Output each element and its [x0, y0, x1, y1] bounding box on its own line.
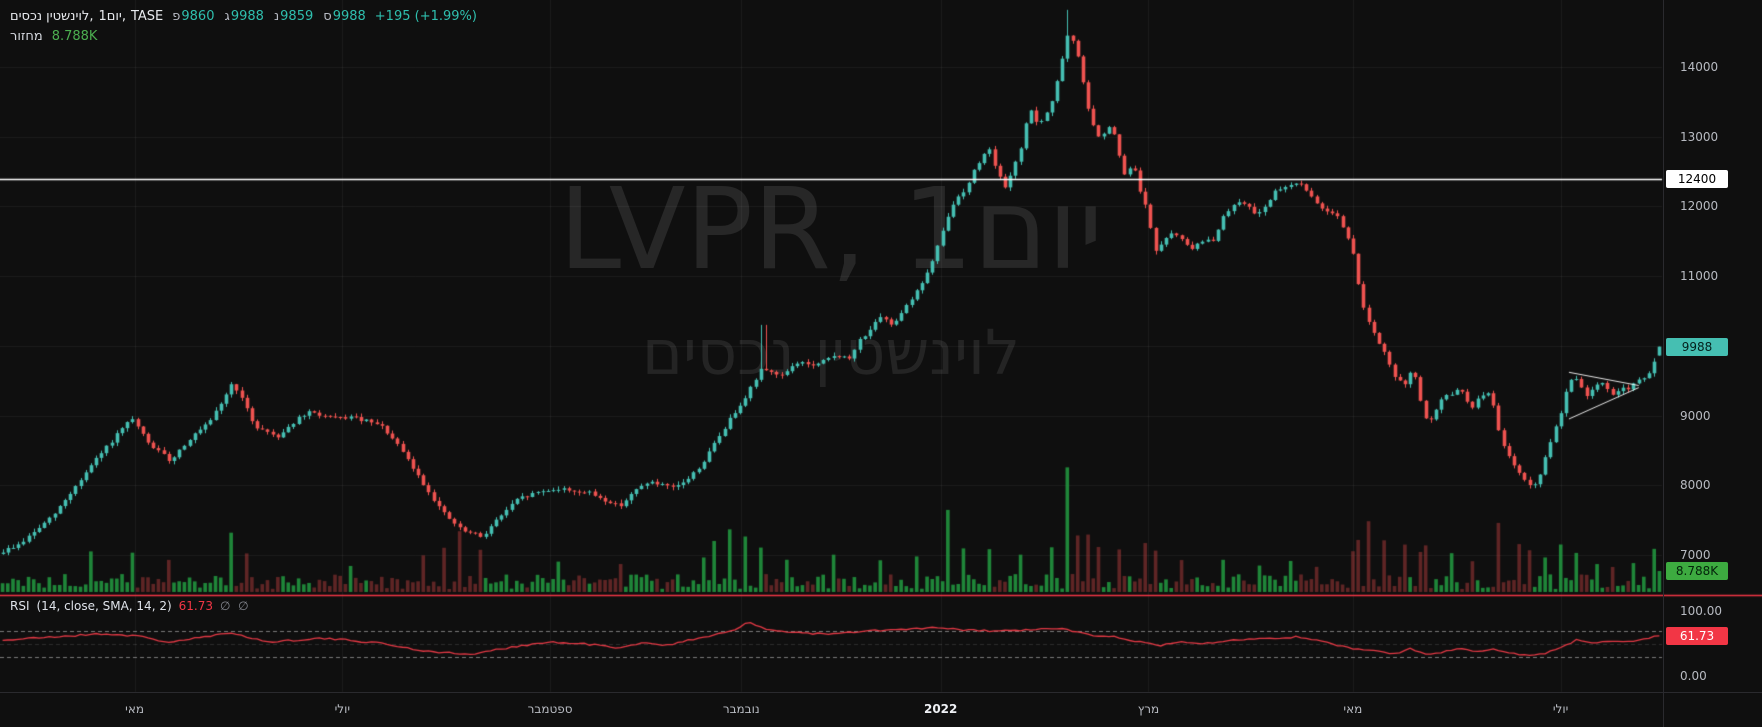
ohlc-letter: ג [224, 9, 230, 24]
symbol-title-part: 1יום, [98, 9, 126, 24]
symbol-legend-row: לוינשטין נכסים, 1יום, TASE פ 9860 ג 9988 נ 9859… [10, 7, 477, 27]
time-axis-label: נובמבר [722, 702, 760, 716]
ohlc-value: 9859 [280, 9, 314, 24]
volume-legend-row: מחזור 8.788K [10, 27, 477, 47]
symbol-legend[interactable]: לוינשטין נכסים, 1יום, TASE פ 9860 ג 9988 נ 9859… [10, 7, 477, 47]
ohlc-letter: ס [323, 9, 332, 24]
time-axis-label: מאי [125, 702, 145, 716]
ohlc-value: 9860 [181, 9, 215, 24]
time-axis[interactable]: מאי יולי ספטמבר נובמבר 2022 מרץ מאי יולי [0, 692, 1762, 727]
rsi-scale-top-label: 100.00 [1680, 604, 1722, 618]
volume-indicator-value: 8.788K [51, 29, 98, 44]
symbol-title-part: TASE [130, 9, 164, 24]
time-axis-label: מרץ [1137, 702, 1160, 716]
price-scale[interactable]: 100.00 0.00 12400 9988 8.788K 61.73 1400… [1663, 0, 1762, 727]
ohlc-pair: ג 9988 [224, 7, 263, 27]
ohlc-values: פ 9860 ג 9988 נ 9859 ס 9988 [172, 7, 366, 27]
price-tick-label: 8000 [1680, 478, 1711, 493]
ohlc-value: 9988 [332, 9, 366, 24]
ohlc-value: 9988 [230, 9, 264, 24]
ohlc-letter: פ [172, 9, 181, 24]
time-axis-label: 2022 [923, 702, 958, 716]
price-tick-label: 13000 [1680, 129, 1719, 144]
price-tick-label: 7000 [1680, 547, 1711, 562]
ohlc-pair: ס 9988 [323, 7, 366, 27]
price-tick-label: 12000 [1680, 199, 1719, 214]
rsi-scale-bottom-label: 0.00 [1680, 669, 1707, 683]
price-tick-label: 14000 [1680, 60, 1719, 74]
time-axis-label: ספטמבר [527, 702, 573, 716]
rsi-indicator-value: 61.73 [178, 599, 213, 613]
time-axis-label: יולי [334, 702, 351, 716]
time-axis-label: מאי [1343, 702, 1363, 716]
ohlc-pair: פ 9860 [172, 7, 214, 27]
symbol-title-part: לוינשטין נכסים, [10, 9, 94, 24]
volume-badge: 8.788K [1666, 562, 1728, 580]
rsi-indicator-title: RSI [10, 599, 30, 613]
price-tick-label: 11000 [1680, 269, 1719, 284]
ohlc-letter: נ [273, 9, 280, 24]
rsi-badge: 61.73 [1666, 626, 1728, 645]
time-axis-label: יולי [1552, 702, 1569, 716]
symbol-title: לוינשטין נכסים, 1יום, TASE [10, 7, 163, 27]
price-tick-label: 9000 [1680, 408, 1711, 423]
rsi-empty-value-icons: ∅ ∅ [220, 599, 249, 613]
ohlc-pair: נ 9859 [274, 7, 313, 27]
last-price-badge: 9988 [1666, 337, 1728, 356]
rsi-indicator-params: (14, close, SMA, 14, 2) [36, 599, 172, 613]
volume-indicator-label: מחזור [10, 29, 43, 44]
price-change: +195 (+1.99%) [374, 9, 477, 24]
rsi-legend[interactable]: RSI (14, close, SMA, 14, 2) 61.73 ∅ ∅ [10, 599, 249, 613]
hline-price-badge: 12400 [1666, 169, 1728, 188]
